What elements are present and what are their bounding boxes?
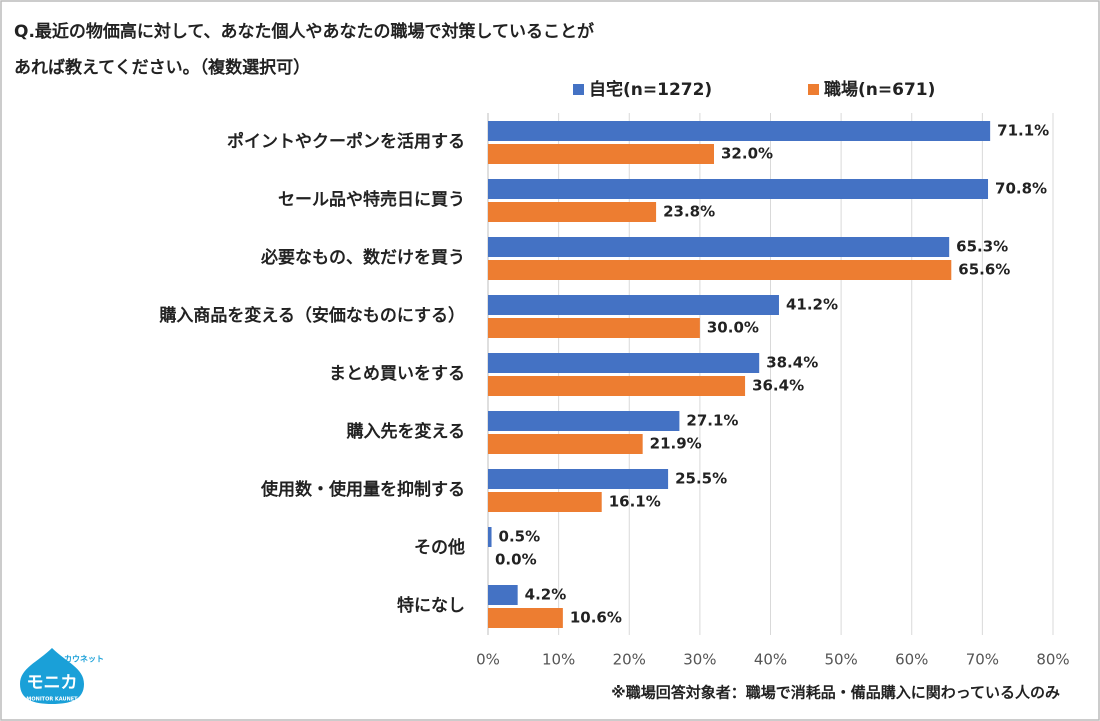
x-tick-label: 0% — [476, 651, 500, 669]
value-label: 65.3% — [956, 238, 1008, 256]
bar — [488, 376, 746, 396]
value-label: 4.2% — [525, 586, 567, 604]
logo-text: MONITOR KAUNET — [26, 697, 78, 703]
bar — [488, 527, 492, 547]
footnote: ※職場回答対象者：職場で消耗品・備品購入に関わっている人のみ — [611, 684, 1060, 702]
value-label: 16.1% — [609, 493, 661, 511]
logo-shape — [20, 648, 84, 704]
bar — [488, 260, 952, 280]
bar — [488, 411, 680, 431]
x-tick-label: 80% — [1036, 651, 1069, 669]
x-tick-label: 70% — [966, 651, 999, 669]
value-label: 27.1% — [686, 412, 738, 430]
value-label: 36.4% — [752, 377, 804, 395]
x-tick-label: 40% — [754, 651, 787, 669]
y-tick-label: 必要なもの、数だけを買う — [260, 247, 465, 268]
y-tick-label: その他 — [414, 537, 465, 558]
value-label: 0.0% — [495, 551, 537, 569]
legend-label: 職場(n=671) — [824, 79, 935, 100]
bar — [488, 469, 669, 489]
bar — [488, 353, 760, 373]
x-tick-label: 50% — [824, 651, 857, 669]
value-label: 23.8% — [663, 203, 715, 221]
value-label: 30.0% — [707, 319, 759, 337]
bar — [488, 237, 950, 257]
bar — [488, 295, 779, 315]
y-tick-label: 購入商品を変える（安価なものにする） — [159, 305, 465, 326]
bar — [488, 121, 991, 141]
bar — [488, 585, 518, 605]
value-label: 32.0% — [721, 145, 773, 163]
value-label: 70.8% — [995, 180, 1047, 198]
value-label: 41.2% — [786, 296, 838, 314]
y-tick-label: 特になし — [397, 595, 465, 616]
x-tick-label: 30% — [683, 651, 716, 669]
bar — [488, 608, 563, 628]
bar — [488, 318, 700, 338]
x-tick-label: 60% — [895, 651, 928, 669]
bar — [488, 202, 657, 222]
legend-swatch — [573, 84, 584, 95]
value-label: 10.6% — [570, 609, 622, 627]
x-tick-label: 10% — [542, 651, 575, 669]
bar — [488, 434, 643, 454]
logo-text: モニカ — [27, 673, 78, 693]
y-tick-label: 購入先を変える — [347, 421, 466, 442]
value-label: 65.6% — [958, 261, 1010, 279]
logo: カウネット モニカ MONITOR KAUNET — [20, 648, 104, 704]
logo-text: カウネット — [64, 654, 104, 664]
chart-title: あれば教えてください。（複数選択可） — [14, 57, 310, 78]
y-tick-label: ポイントやクーポンを活用する — [227, 131, 465, 152]
value-label: 71.1% — [997, 122, 1049, 140]
bar — [488, 144, 714, 164]
bar — [488, 179, 989, 199]
bar — [488, 492, 602, 512]
value-label: 25.5% — [675, 470, 727, 488]
legend-swatch — [808, 84, 819, 95]
legend-label: 自宅(n=1272) — [589, 79, 712, 100]
value-label: 0.5% — [499, 528, 541, 546]
y-tick-label: セール品や特売日に買う — [278, 189, 465, 210]
x-tick-label: 20% — [613, 651, 646, 669]
chart-title: Q.最近の物価高に対して、あなた個人やあなたの職場で対策していることが — [14, 21, 594, 42]
value-label: 38.4% — [766, 354, 818, 372]
y-tick-label: 使用数・使用量を抑制する — [260, 479, 465, 500]
y-tick-label: まとめ買いをする — [329, 364, 465, 384]
value-label: 21.9% — [650, 435, 702, 453]
